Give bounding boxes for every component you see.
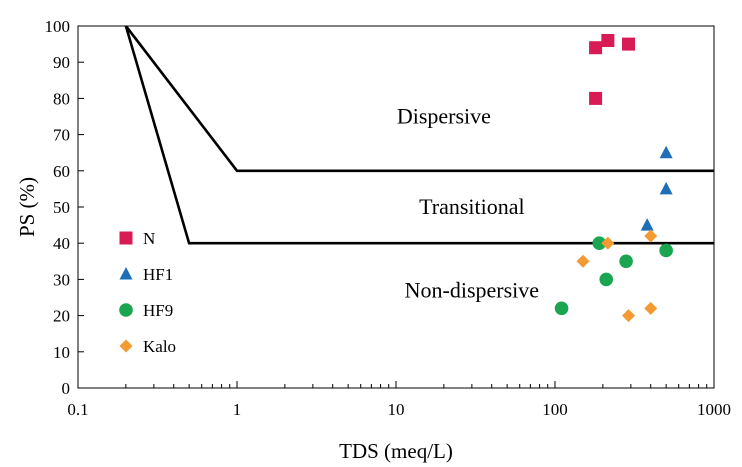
y-tick-label: 30 [53,270,70,289]
point-hf9 [619,254,633,269]
y-axis-title: PS (%) [15,177,39,237]
y-tick-label: 80 [53,89,70,108]
axes: 0 10 20 30 40 50 60 70 80 90 100 0.1 1 10 100 1000 TDS (… [15,17,731,463]
x-tick-label: 1000 [697,400,731,419]
point-kalo [644,301,658,315]
legend-marker-hf9 [119,303,133,317]
point-hf1 [659,145,673,159]
legend-marker-hf1 [119,267,133,280]
plot-frame [77,25,715,389]
point-hf1 [659,181,673,195]
point-n [601,33,615,47]
x-tick-label: 1 [233,400,242,419]
y-tick-label: 10 [53,343,70,362]
point-n [589,41,603,55]
boundary-lines [124,25,714,245]
region-label-dispersive: Dispersive [397,104,491,129]
point-n [589,91,603,105]
x-axis-title: TDS (meq/L) [339,439,453,463]
legend-label-hf1: HF1 [143,265,173,284]
legend-label-hf9: HF9 [143,301,173,320]
point-hf9 [554,301,569,316]
y-tick-label: 20 [53,307,70,326]
point-kalo [576,254,590,268]
point-kalo [622,309,636,323]
x-tick-label: 10 [388,400,405,419]
point-hf9 [659,243,673,258]
point-kalo [601,236,615,250]
legend: N HF1 HF9 Kalo [119,229,176,356]
y-tick-label: 100 [45,17,71,36]
region-label-transitional: Transitional [419,194,525,219]
x-tick-label: 0.1 [67,400,88,419]
y-tick-label: 70 [53,126,70,145]
legend-label-kalo: Kalo [143,337,176,356]
y-tick-label: 90 [53,53,70,72]
point-kalo [644,229,658,243]
x-tick-label: 100 [542,400,568,419]
point-n [622,37,636,51]
legend-marker-kalo [119,339,133,353]
boundary-line-2 [124,25,714,245]
boundary-line-1 [124,25,714,173]
point-hf9 [592,236,607,250]
legend-label-n: N [143,229,155,248]
point-hf1 [640,218,654,231]
y-tick-label: 50 [53,198,70,217]
y-tick-label: 40 [53,234,70,253]
region-labels: Dispersive Transitional Non-dispersive [397,104,539,303]
y-tick-label: 60 [53,162,70,181]
region-label-non-dispersive: Non-dispersive [405,278,539,303]
y-tick-label: 0 [62,379,71,398]
data-points [554,33,673,323]
legend-marker-n [119,231,133,245]
point-hf9 [599,272,614,287]
